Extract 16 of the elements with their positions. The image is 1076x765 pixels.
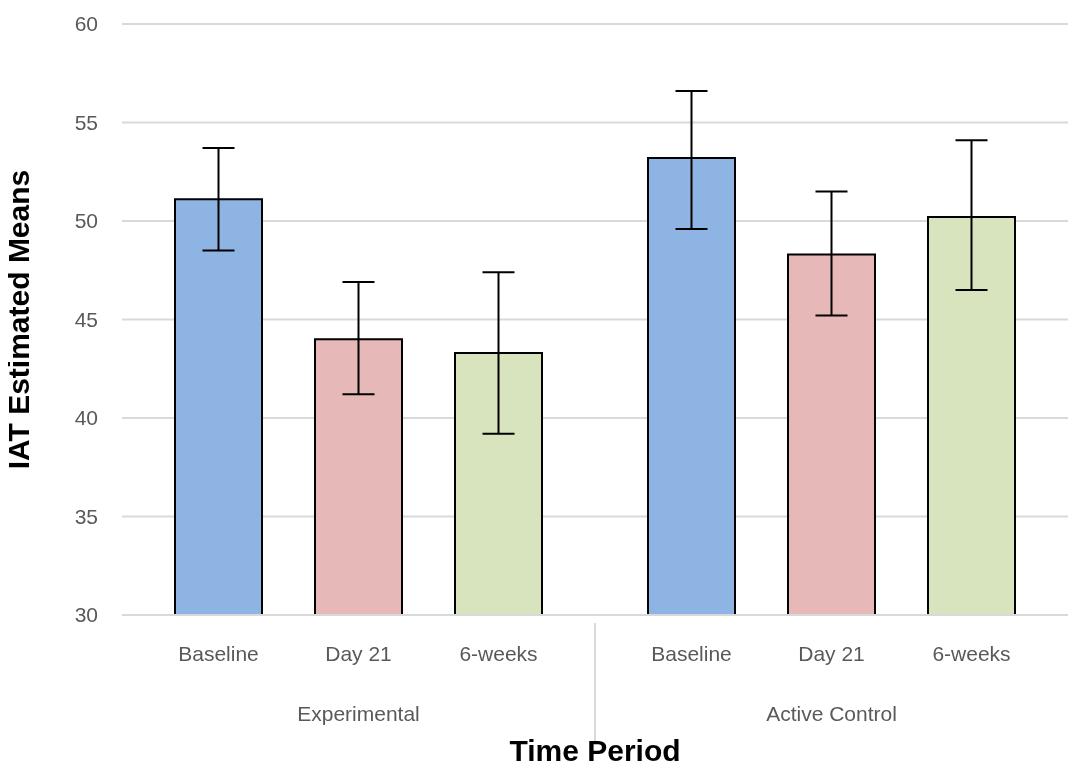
x-tick-label: Active Control bbox=[766, 702, 897, 725]
text: Day 21 bbox=[798, 642, 865, 665]
series-label: Baseline bbox=[178, 642, 259, 665]
y-tick-label: 30 bbox=[74, 603, 98, 627]
series-label: 6-weeks bbox=[459, 642, 538, 665]
x-tick-label: Experimental bbox=[297, 702, 420, 725]
text: Baseline bbox=[651, 642, 732, 665]
text: 6-weeks bbox=[932, 642, 1011, 665]
series-label: Day 21 bbox=[325, 642, 392, 665]
y-tick-label: 55 bbox=[74, 110, 98, 134]
y-tick-label: 50 bbox=[74, 209, 98, 233]
y-tick-label: 45 bbox=[74, 307, 98, 331]
y-tick-label: 40 bbox=[74, 406, 98, 430]
y-tick-label: 35 bbox=[74, 504, 98, 528]
x-axis-title: Time Period bbox=[509, 734, 681, 765]
y-tick-label: 60 bbox=[74, 12, 98, 36]
